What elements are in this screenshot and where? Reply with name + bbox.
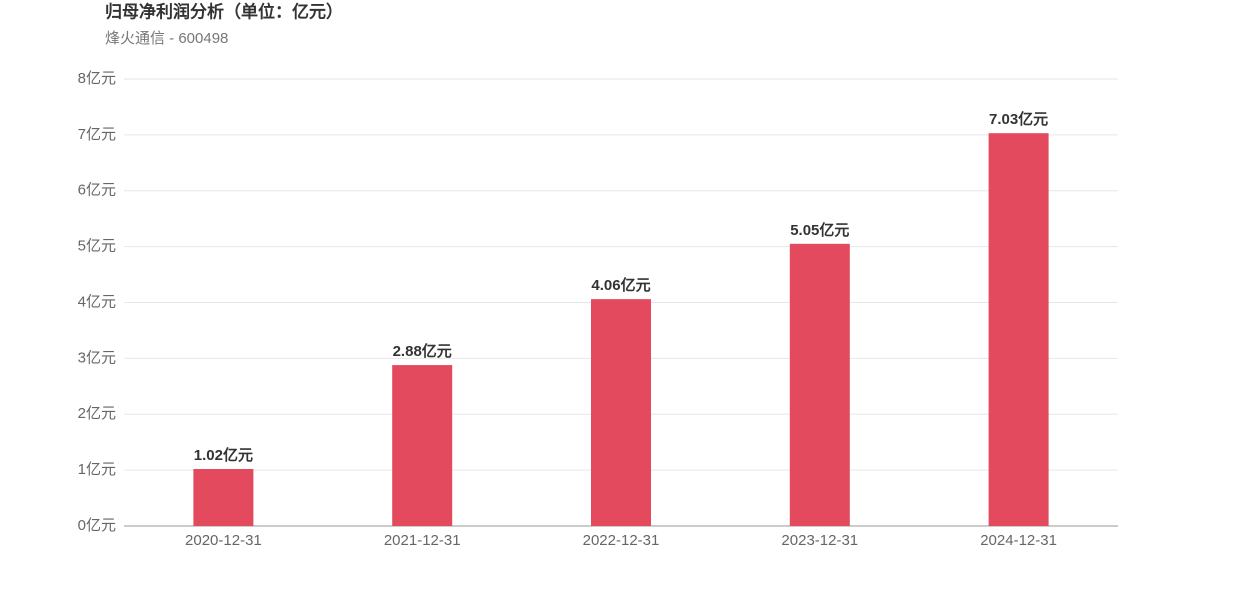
y-tick-label: 5亿元 [78,238,116,255]
chart-title: 归母净利润分析（单位：亿元） [105,1,343,21]
value-label: 1.02亿元 [194,446,253,464]
value-label: 2.88亿元 [393,342,452,360]
bar [988,133,1049,527]
y-tick-label: 8亿元 [78,70,116,87]
y-tick-label: 7亿元 [78,126,116,143]
bar [193,469,254,526]
y-tick-label: 2亿元 [78,405,116,422]
x-tick-label: 2023-12-31 [781,532,858,549]
y-tick-label: 6亿元 [78,182,116,199]
bar [392,365,453,526]
x-tick-label: 2021-12-31 [384,532,461,549]
y-tick-label: 0亿元 [78,517,116,534]
x-tick-label: 2020-12-31 [185,532,262,549]
value-label: 4.06亿元 [591,276,650,294]
chart-subtitle: 烽火通信 - 600498 [105,30,228,47]
x-tick-label: 2022-12-31 [583,532,660,549]
x-tick-label: 2024-12-31 [980,532,1057,549]
bar [789,243,850,527]
value-label: 5.05亿元 [790,221,849,239]
y-tick-label: 4亿元 [78,293,116,310]
y-tick-label: 1亿元 [78,461,116,478]
bar [591,299,651,526]
value-label: 7.03亿元 [989,110,1048,128]
y-tick-label: 3亿元 [78,349,116,366]
